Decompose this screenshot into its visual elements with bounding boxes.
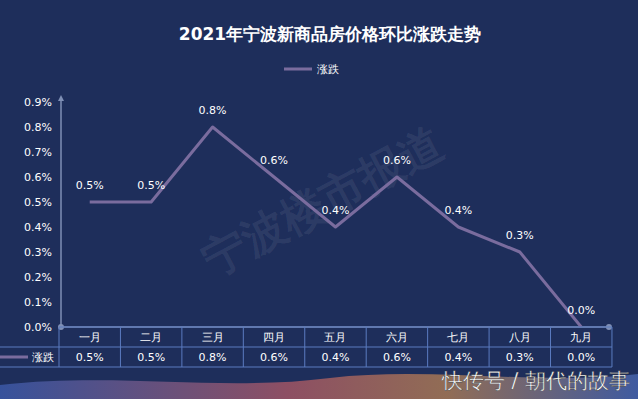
table-value: 0.5%	[76, 351, 104, 364]
background	[0, 0, 638, 399]
table-value: 0.6%	[383, 351, 411, 364]
table-border	[489, 327, 490, 367]
table-border	[59, 327, 60, 367]
title: 2021年宁波新商品房价格环比涨跌走势	[179, 24, 481, 44]
data-label: 0.4%	[322, 204, 350, 217]
y-tick-label: 0.3%	[24, 246, 52, 259]
table-border	[0, 347, 612, 348]
chart-root: 宁波楼市报道2021年宁波新商品房价格环比涨跌走势涨跌0.0%0.1%0.2%0…	[0, 0, 638, 399]
data-label: 0.6%	[383, 154, 411, 167]
data-label: 0.3%	[506, 229, 534, 242]
table-border	[304, 327, 305, 367]
table-border	[243, 327, 244, 367]
table-legend-swatch	[0, 356, 28, 359]
y-tick-label: 0.4%	[24, 221, 52, 234]
table-border	[59, 327, 612, 328]
table-value: 0.4%	[322, 351, 350, 364]
y-axis-arrow	[58, 95, 64, 101]
table-border	[427, 327, 428, 367]
y-tick-label: 0.0%	[24, 321, 52, 334]
table-value: 0.8%	[199, 351, 227, 364]
table-border	[550, 327, 551, 367]
table-value: 0.5%	[137, 351, 165, 364]
y-tick-label: 0.8%	[24, 121, 52, 134]
plot-area	[90, 127, 582, 327]
source-text: 快传号 / 朝代的故事	[441, 369, 630, 393]
table-value: 0.4%	[444, 351, 472, 364]
table-value: 0.0%	[567, 351, 595, 364]
data-label: 0.8%	[199, 104, 227, 117]
table-border	[366, 327, 367, 367]
x-tick-label: 三月	[202, 331, 224, 344]
table-border	[181, 327, 182, 367]
series-line	[90, 127, 582, 327]
x-tick-label: 一月	[79, 331, 101, 344]
y-tick-label: 0.6%	[24, 171, 52, 184]
x-tick-label: 七月	[447, 331, 469, 344]
y-tick-label: 0.7%	[24, 146, 52, 159]
x-tick-label: 八月	[509, 331, 531, 344]
y-tick-label: 0.5%	[24, 196, 52, 209]
x-tick-label: 五月	[324, 331, 346, 344]
legend-label: 涨跌	[317, 63, 339, 76]
table-border	[0, 367, 612, 368]
y-axis	[60, 98, 62, 327]
data-label: 0.6%	[260, 154, 288, 167]
data-label: 0.5%	[137, 179, 165, 192]
data-label: 0.0%	[567, 304, 595, 317]
table-value: 0.3%	[506, 351, 534, 364]
y-tick-label: 0.2%	[24, 271, 52, 284]
y-tick-label: 0.1%	[24, 296, 52, 309]
chart: 宁波楼市报道2021年宁波新商品房价格环比涨跌走势涨跌0.0%0.1%0.2%0…	[0, 0, 638, 399]
data-label: 0.4%	[444, 204, 472, 217]
x-tick-label: 九月	[570, 331, 592, 344]
x-tick-label: 六月	[386, 331, 408, 344]
table-border	[611, 327, 612, 367]
x-tick-label: 四月	[263, 331, 285, 344]
data-label: 0.5%	[76, 179, 104, 192]
y-tick-label: 0.9%	[24, 96, 52, 109]
x-tick-label: 二月	[140, 331, 162, 344]
table-border	[120, 327, 121, 367]
table-row-label: 涨跌	[32, 351, 54, 364]
legend-swatch	[284, 68, 312, 71]
table-value: 0.6%	[260, 351, 288, 364]
